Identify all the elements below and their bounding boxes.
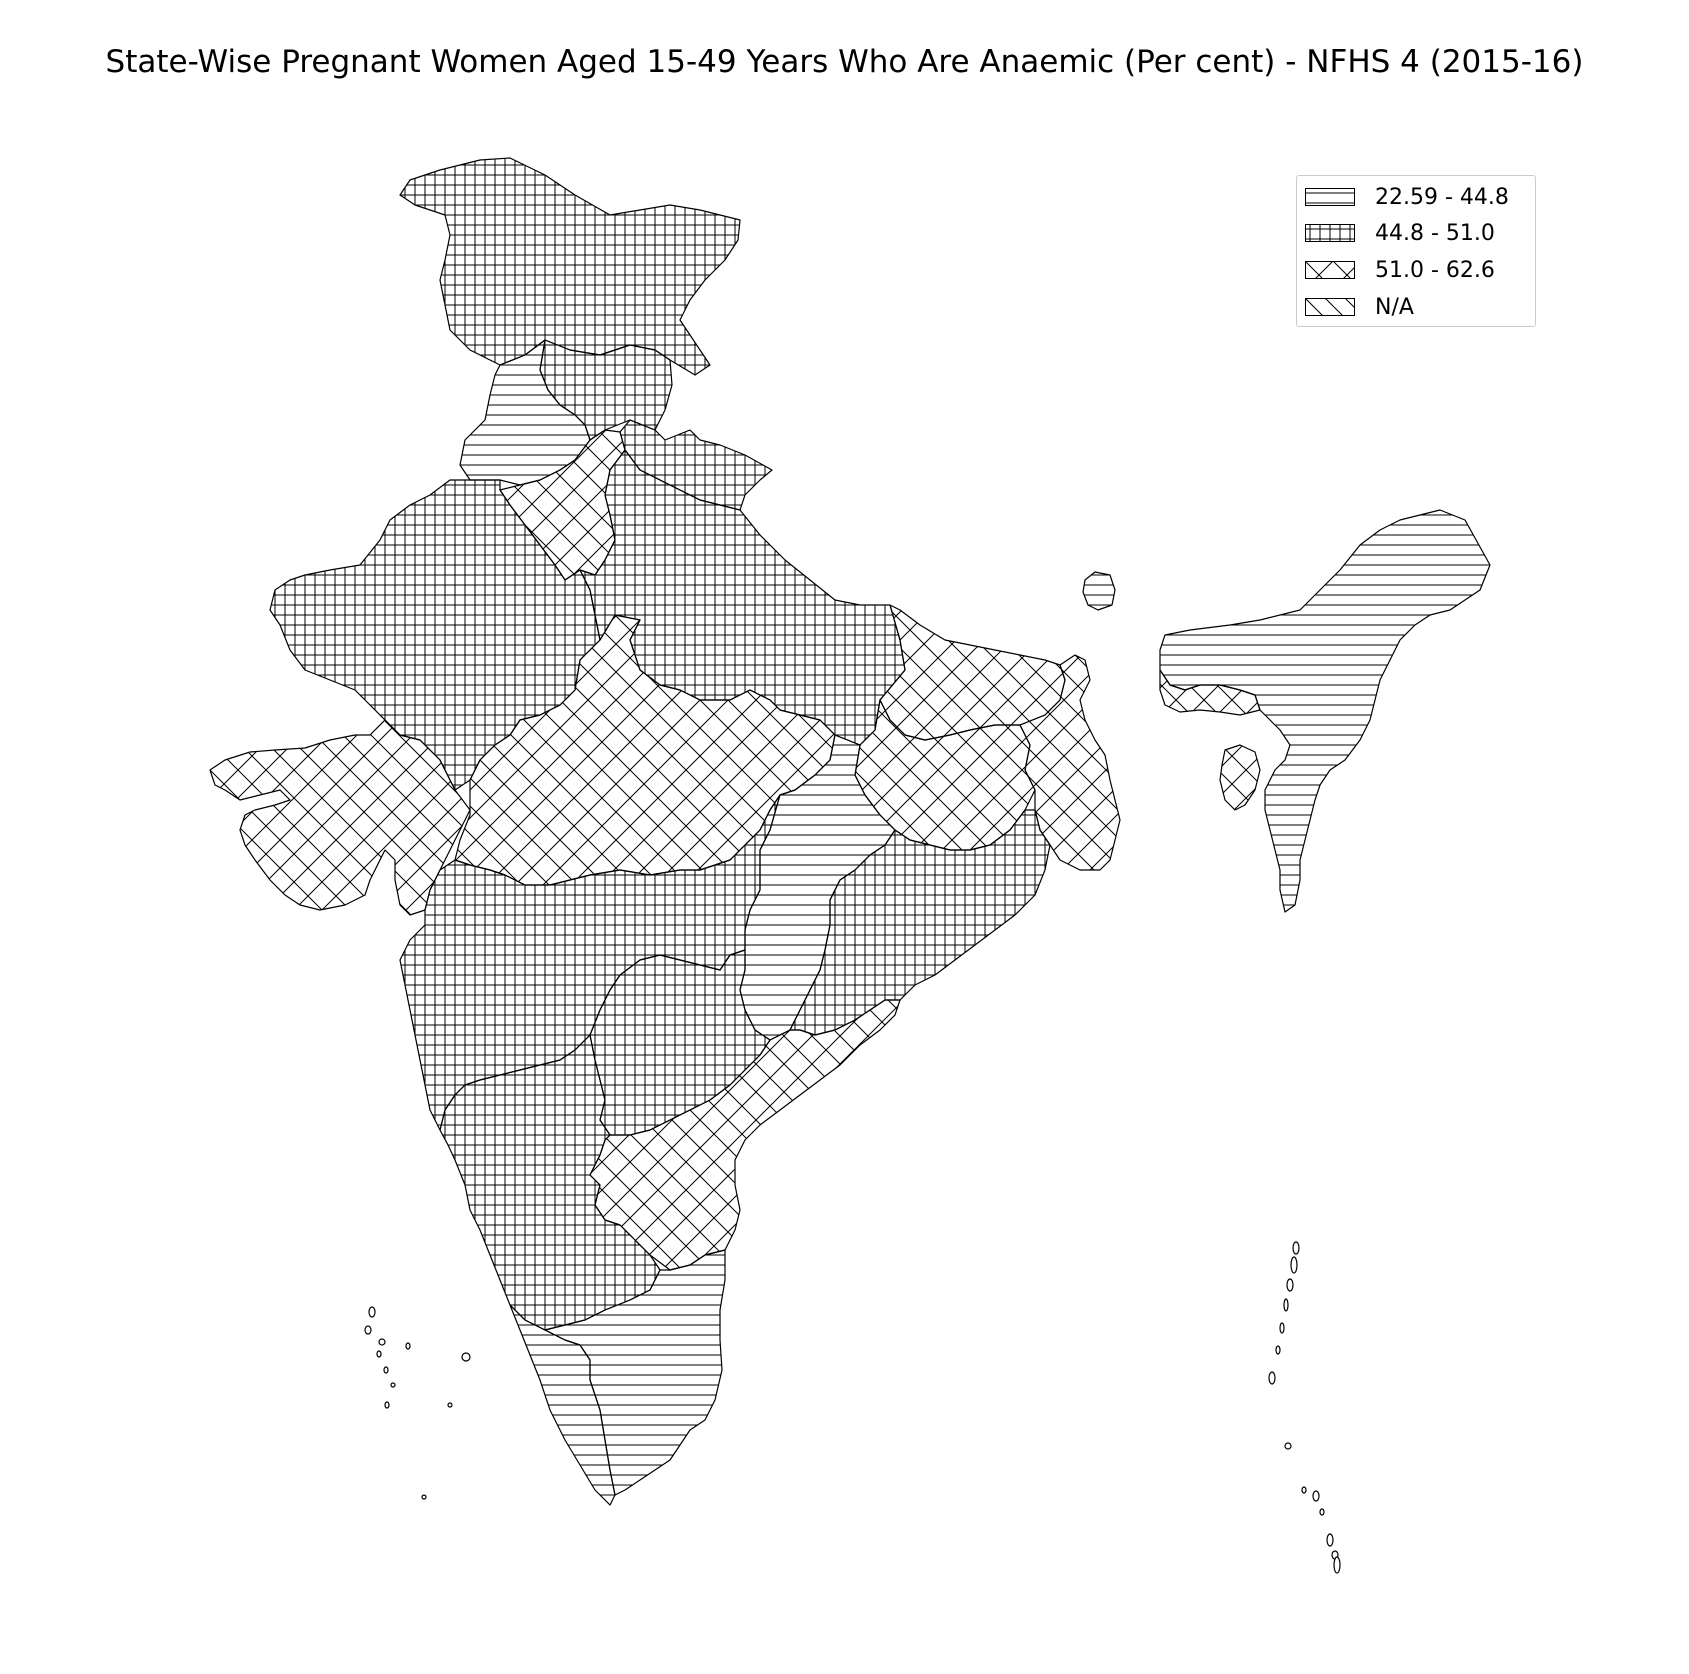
island-outline [447,1402,453,1408]
island-outline [1326,1533,1334,1547]
island-outline [368,1306,376,1318]
diagonal-hatch-swatch-icon [1305,298,1355,316]
island-outline [376,1350,382,1358]
island-outline [364,1325,372,1335]
island-outline [1292,1241,1300,1255]
horizontal-hatch-swatch-icon [1305,188,1355,206]
legend-item-3: 51.0 - 62.6 [1305,255,1495,285]
island-outline [1301,1486,1307,1494]
island-outline [421,1494,427,1500]
region-northeast-states [1159,509,1491,913]
island-outline [378,1338,386,1346]
region-sikkim [1082,571,1116,611]
island-outline [384,1401,390,1409]
island-outline [1290,1256,1298,1274]
region-gujarat [209,719,471,916]
region-tripura [1219,744,1261,811]
legend-label: 44.8 - 51.0 [1375,220,1495,246]
island-outline [461,1352,471,1362]
island-outline [1279,1322,1285,1334]
island-outline [1268,1371,1276,1385]
legend-item-4: N/A [1305,292,1414,322]
island-outline [1333,1556,1341,1574]
legend-item-1: 22.59 - 44.8 [1305,182,1509,212]
island-outline [405,1342,411,1350]
island-outline [1275,1345,1281,1355]
island-outline [1312,1490,1320,1502]
region-karnataka [439,1034,661,1331]
legend-item-2: 44.8 - 51.0 [1305,218,1495,248]
legend-label: N/A [1375,294,1414,320]
island-outline [390,1382,396,1388]
legend-label: 22.59 - 44.8 [1375,184,1509,210]
map-legend: 22.59 - 44.8 44.8 - 51.0 51.0 - 62.6 N/A [1296,175,1536,327]
map-title: State-Wise Pregnant Women Aged 15-49 Yea… [105,44,1584,80]
region-rajasthan [269,479,601,791]
island-outline [1283,1298,1289,1312]
island-outline [383,1366,389,1374]
island-outline [1286,1278,1294,1292]
region-west-bengal [1019,654,1121,871]
region-kerala [509,1304,616,1506]
region-meghalaya [1159,669,1261,716]
region-odisha [789,809,1051,1036]
cross-hatch-swatch-icon [1305,261,1355,279]
island-outline [1319,1508,1325,1516]
legend-label: 51.0 - 62.6 [1375,257,1495,283]
region-jammu-and-kashmir [399,157,741,376]
grid-hatch-swatch-icon [1305,224,1355,242]
island-outline [1284,1442,1292,1450]
